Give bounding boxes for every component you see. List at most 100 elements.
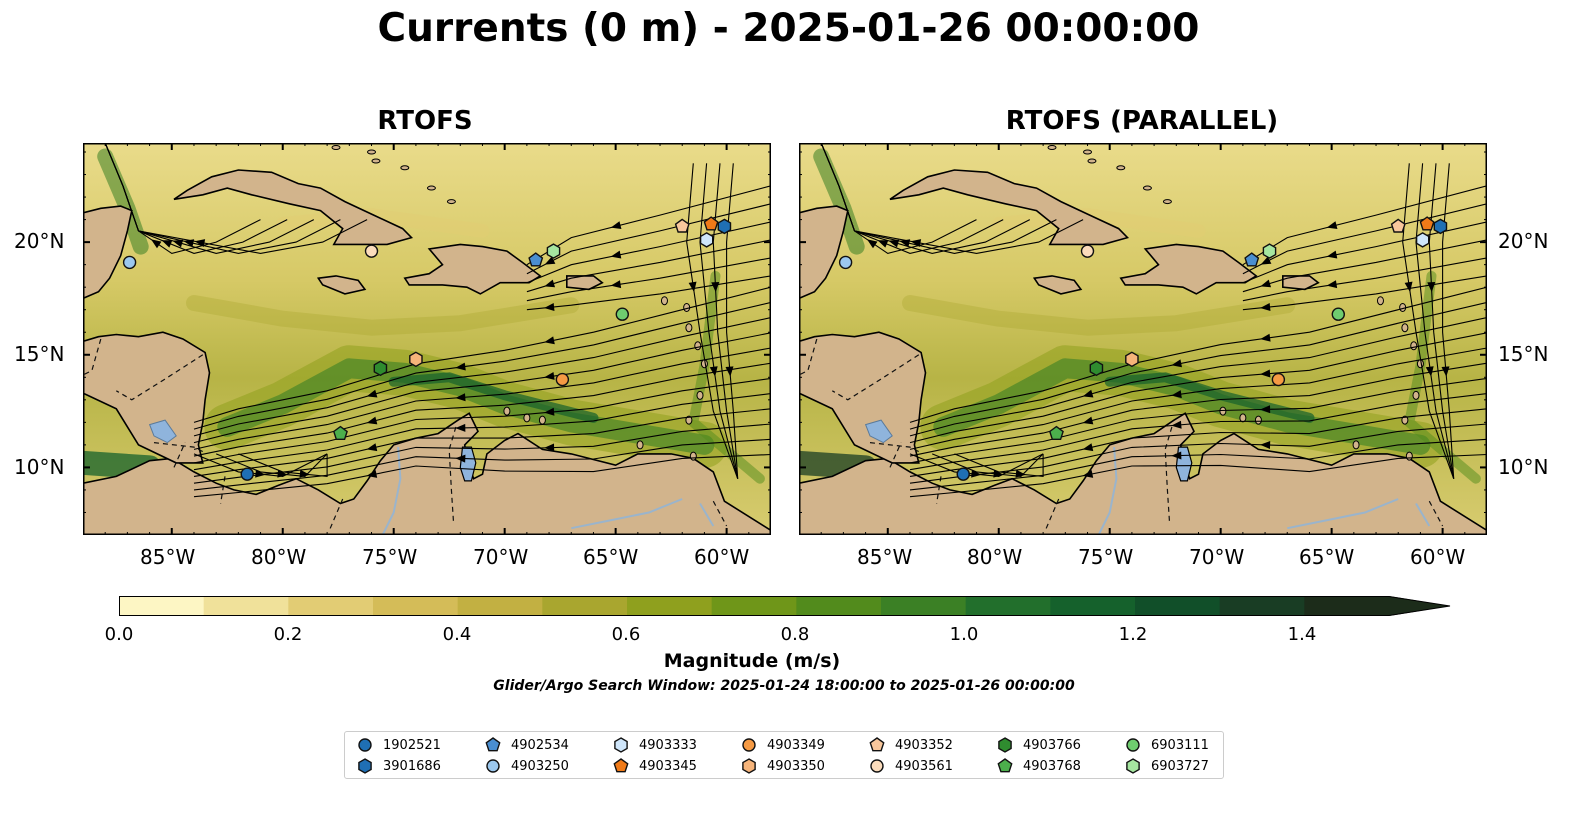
land-islet bbox=[1087, 158, 1097, 164]
legend-marker-circle bbox=[358, 738, 372, 752]
map-frame bbox=[83, 143, 771, 535]
country-border bbox=[153, 442, 204, 453]
streamline-arrow bbox=[455, 393, 466, 402]
colorbar-tick: 1.2 bbox=[1118, 624, 1148, 645]
streamline-arrow bbox=[1171, 359, 1182, 368]
streamline-arrow bbox=[877, 240, 889, 248]
streamline bbox=[1442, 163, 1455, 479]
land-yucatan bbox=[83, 205, 133, 300]
legend-item: 3901686 bbox=[357, 756, 441, 776]
float-marker-4903345 bbox=[1419, 216, 1435, 231]
streamline-arrow bbox=[1260, 279, 1272, 288]
streamline-arrow bbox=[277, 469, 288, 478]
figure-title: Currents (0 m) - 2025-01-26 00:00:00 bbox=[377, 6, 1200, 51]
streamline bbox=[699, 163, 739, 479]
legend-item: 4903349 bbox=[741, 735, 825, 755]
streamline-arrow bbox=[1260, 405, 1271, 414]
streamline-arrow bbox=[1260, 256, 1272, 265]
country-border bbox=[712, 500, 728, 527]
land-islet bbox=[1410, 341, 1418, 351]
land-islet bbox=[503, 406, 511, 416]
map-ticks bbox=[799, 143, 1487, 535]
streamline bbox=[909, 408, 1487, 477]
lake-nicaragua bbox=[148, 419, 177, 444]
colorbar-segment bbox=[1304, 596, 1390, 616]
colorbar-outline bbox=[119, 596, 1451, 616]
streamline bbox=[193, 332, 771, 444]
colorbar-segment bbox=[1135, 596, 1221, 616]
float-marker-4902534 bbox=[528, 252, 544, 267]
float-marker-4903768 bbox=[332, 425, 348, 440]
streamline-arrow bbox=[455, 423, 466, 432]
streamline bbox=[193, 362, 771, 457]
float-marker-4903350 bbox=[1125, 351, 1139, 368]
river bbox=[699, 502, 715, 527]
map-ticks bbox=[83, 143, 771, 535]
map-svg-rtofs-parallel[interactable] bbox=[799, 143, 1487, 535]
land-puerto-rico bbox=[1281, 275, 1320, 291]
legend-marker bbox=[613, 758, 629, 773]
streamline-arrow bbox=[161, 240, 173, 248]
streamline-arrow bbox=[544, 303, 555, 311]
lon-label-60w-right: 60°W bbox=[1410, 545, 1466, 569]
streamline-arrow bbox=[725, 366, 734, 377]
map-svg-rtofs[interactable] bbox=[83, 143, 771, 535]
legend-item: 1902521 bbox=[357, 735, 441, 755]
land-jamaica bbox=[1032, 275, 1083, 295]
lat-label-20n-left: 20°N bbox=[14, 229, 65, 253]
float-marker-4903768 bbox=[1048, 425, 1064, 440]
land-central-america bbox=[83, 331, 211, 464]
country-border bbox=[889, 442, 902, 468]
lon-label-85w-right: 85°W bbox=[857, 545, 913, 569]
river bbox=[1097, 447, 1118, 535]
land-islet bbox=[1254, 415, 1262, 425]
legend-marker bbox=[485, 737, 501, 752]
legend-label: 4903333 bbox=[639, 737, 697, 753]
legend-item: 4903345 bbox=[613, 756, 697, 776]
streamline-arrow bbox=[866, 239, 878, 249]
float-marker-3901686 bbox=[1433, 218, 1448, 235]
panel-title-left: RTOFS bbox=[377, 106, 473, 136]
streamline-arrow bbox=[455, 454, 466, 463]
streamline bbox=[726, 163, 739, 479]
legend-label: 6903111 bbox=[1151, 737, 1209, 753]
country-border bbox=[173, 442, 186, 468]
land-islet bbox=[1116, 165, 1126, 171]
legend-item: 6903111 bbox=[1125, 735, 1209, 755]
land-islet bbox=[683, 302, 691, 312]
streamline bbox=[686, 163, 739, 479]
legend-marker-pentagon bbox=[485, 737, 501, 752]
country-border bbox=[115, 354, 204, 401]
legend-marker-hexagon bbox=[1126, 758, 1140, 774]
land-hispaniola bbox=[403, 243, 542, 295]
streamline-arrow bbox=[1427, 282, 1436, 293]
legend-marker-hexagon bbox=[742, 758, 756, 774]
legend-marker bbox=[486, 759, 500, 773]
legend: 1902521 3901686 4902534 4903250 4903333 … bbox=[344, 731, 1224, 779]
colorbar-tick: 0.8 bbox=[780, 624, 810, 645]
float-marker-4903333 bbox=[1415, 232, 1430, 248]
streamline bbox=[1415, 163, 1455, 479]
land-yucatan bbox=[799, 205, 849, 300]
streamline bbox=[193, 286, 771, 423]
legend-item: 4902534 bbox=[485, 735, 569, 755]
streamline-arrow bbox=[1082, 416, 1094, 425]
legend-label: 4903350 bbox=[767, 758, 825, 774]
legend-marker-circle bbox=[742, 738, 756, 752]
streamline bbox=[909, 453, 1487, 498]
current-band bbox=[186, 295, 580, 336]
country-border bbox=[1428, 500, 1444, 527]
country-border bbox=[799, 338, 818, 376]
float-marker-4903766 bbox=[1089, 360, 1104, 377]
colorbar bbox=[119, 596, 1451, 616]
map-panel-rtofs[interactable] bbox=[83, 143, 773, 535]
land-cuba bbox=[889, 169, 1130, 246]
country-border bbox=[831, 354, 920, 401]
streamline-arrow bbox=[366, 389, 378, 398]
streamline-arrow bbox=[1171, 390, 1182, 399]
legend-marker bbox=[358, 758, 372, 774]
streamline bbox=[909, 377, 1487, 464]
land-islet bbox=[1412, 390, 1420, 400]
lon-label-60w-left: 60°W bbox=[694, 545, 750, 569]
map-panel-rtofs-parallel[interactable] bbox=[799, 143, 1489, 535]
